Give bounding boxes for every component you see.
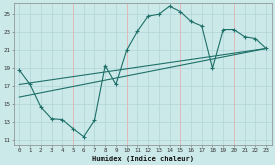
X-axis label: Humidex (Indice chaleur): Humidex (Indice chaleur) — [92, 155, 194, 162]
